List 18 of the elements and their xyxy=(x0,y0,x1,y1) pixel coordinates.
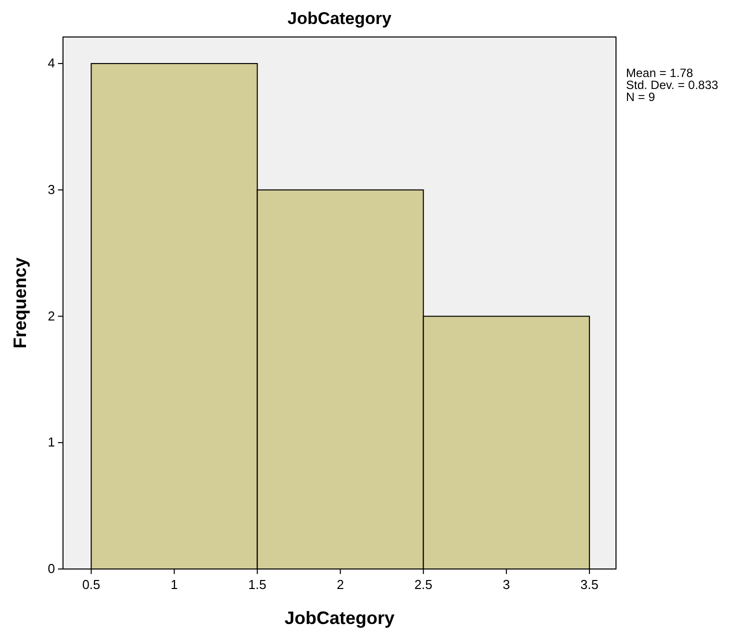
text: Mean = 1.78 xyxy=(626,66,694,80)
y-tick-label: 0 xyxy=(48,561,55,576)
x-axis-title: JobCategory xyxy=(284,608,395,628)
x-tick-label: 3 xyxy=(502,577,510,592)
y-tick-label: 4 xyxy=(48,56,55,71)
text: N = 9 xyxy=(626,90,656,104)
y-axis-title: Frequency xyxy=(10,257,30,349)
text: Std. Dev. = 0.833 xyxy=(626,78,718,92)
chart-title: JobCategory xyxy=(288,9,392,28)
x-tick-label: 1.5 xyxy=(248,577,266,592)
y-tick-label: 2 xyxy=(48,308,55,324)
x-tick-label: 3.5 xyxy=(580,577,598,592)
x-tick-label: 1 xyxy=(170,577,178,592)
y-tick-label: 3 xyxy=(48,182,55,197)
y-tick-label: 1 xyxy=(48,434,55,450)
x-tick-label: 2 xyxy=(336,577,344,592)
x-tick-label: 2.5 xyxy=(414,577,432,592)
x-tick-label: 0.5 xyxy=(82,577,100,592)
